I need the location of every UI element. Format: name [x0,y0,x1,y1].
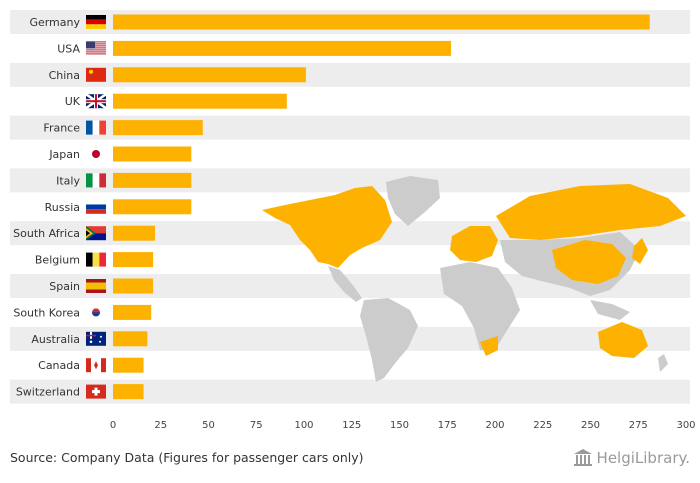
map-japan [632,238,648,264]
map-china [552,240,626,284]
flag-usa [86,41,106,55]
map-new-zealand [658,354,668,372]
bar-south-korea[interactable] [113,304,152,320]
x-tick-label: 225 [533,420,552,431]
flag-south-korea [86,305,106,320]
bar-russia[interactable] [113,199,192,215]
category-label-canada: Canada [38,359,80,372]
category-label-russia: Russia [45,201,80,214]
bar-canada[interactable] [113,357,144,373]
category-label-germany: Germany [29,16,80,29]
map-europe [450,226,498,262]
x-tick-label: 300 [676,420,695,431]
flag-spain [86,279,106,293]
row-stripe [10,326,690,351]
bars-group [113,14,650,400]
x-tick-label: 175 [438,420,457,431]
map-south-america [360,298,418,382]
map-central-america [328,266,362,302]
bar-spain[interactable] [113,278,154,294]
flag-france [86,120,106,135]
x-tick-label: 0 [110,420,116,431]
bar-uk[interactable] [113,93,287,109]
map-australia [598,322,648,358]
x-tick-label: 125 [342,420,361,431]
flag-germany [86,15,106,29]
map-north-america [262,186,392,268]
bar-germany[interactable] [113,14,650,30]
map-se-asia [590,300,630,320]
x-tick-label: 200 [485,420,504,431]
row-stripe [10,115,690,140]
flag-china [86,67,106,82]
map-south-africa [480,336,498,356]
x-tick-label: 100 [294,420,313,431]
bar-south-africa[interactable] [113,225,156,241]
x-tick-label: 150 [390,420,409,431]
world-map [262,176,686,382]
flag-uk [85,93,107,110]
category-label-japan: Japan [48,148,80,161]
x-tick-label: 25 [154,420,167,431]
category-label-italy: Italy [56,174,80,187]
category-label-spain: Spain [49,280,80,293]
bar-chart: Germany USA China UK France Japan Italy Russia S… [10,10,696,431]
bar-australia[interactable] [113,331,148,347]
bar-switzerland[interactable] [113,384,144,400]
source-note: Source: Company Data (Figures for passen… [10,450,364,465]
flag-japan [86,147,106,161]
library-building-icon [573,449,592,466]
category-label-china: China [49,69,80,82]
bar-usa[interactable] [113,40,452,56]
bar-belgium[interactable] [113,252,154,268]
x-tick-label: 275 [629,420,648,431]
logo-text: HelgiLibrary. [596,449,690,467]
category-label-south-africa: South Africa [13,227,80,240]
helgilibrary-logo[interactable]: HelgiLibrary. [573,446,690,470]
bar-japan[interactable] [113,146,192,162]
row-stripe [10,62,690,87]
category-label-france: France [43,122,80,135]
flag-switzerland [86,384,106,399]
category-label-uk: UK [65,95,81,108]
bar-italy[interactable] [113,172,192,188]
map-africa [440,262,520,352]
flags-group [85,15,107,399]
x-tick-label: 75 [250,420,263,431]
category-label-belgium: Belgium [35,254,80,267]
row-stripe [10,379,690,404]
category-labels: Germany USA China UK France Japan Italy Russia S… [13,16,81,399]
category-label-usa: USA [57,42,80,55]
flag-russia [86,199,106,214]
x-axis-ticks: 0 25 50 75 100 125 150 175 200 225 250 275 300 [110,420,696,431]
category-label-south-korea: South Korea [13,306,80,319]
flag-italy [86,173,106,188]
flag-canada [86,358,106,373]
bar-china[interactable] [113,67,306,83]
flag-australia [86,331,106,346]
bar-france[interactable] [113,120,203,136]
flag-south-africa [86,226,106,241]
x-tick-label: 250 [581,420,600,431]
x-tick-label: 50 [202,420,215,431]
map-greenland [386,176,440,226]
map-russia [496,184,686,240]
flag-belgium [86,252,106,267]
category-label-australia: Australia [31,333,80,346]
category-label-switzerland: Switzerland [16,386,80,399]
